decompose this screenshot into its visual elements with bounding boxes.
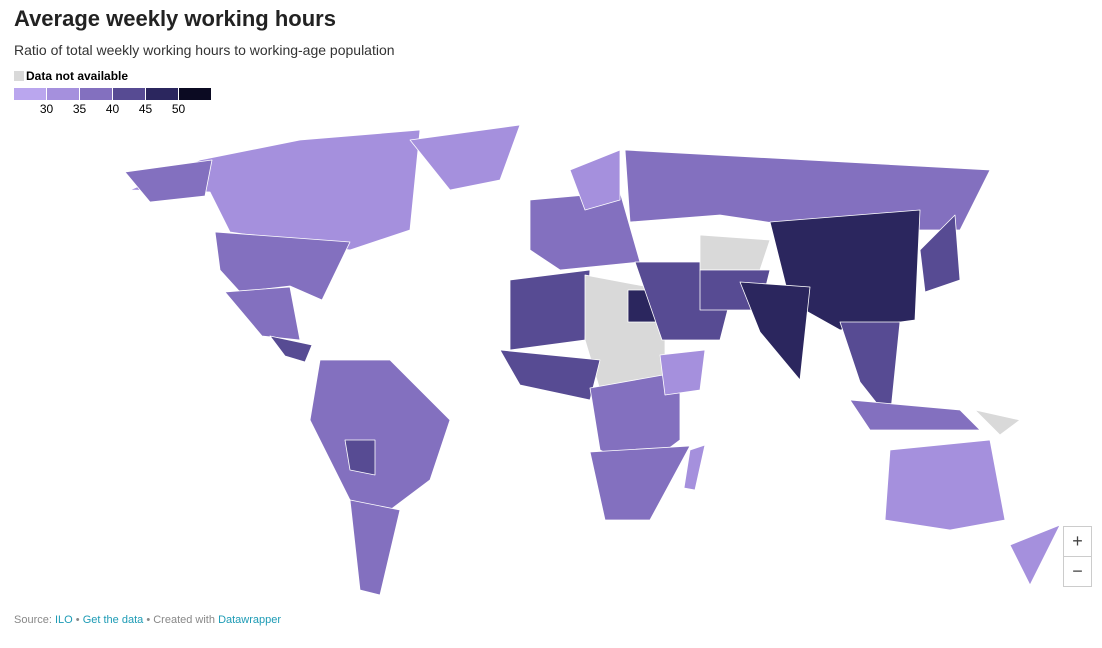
legend-tick-label: 40 — [106, 102, 120, 116]
country — [214, 231, 351, 301]
zoom-out[interactable]: − — [1063, 556, 1092, 587]
legend-swatch — [14, 88, 46, 100]
tool-link[interactable]: Datawrapper — [218, 614, 282, 626]
subtitle: Ratio of total weekly working hours to w… — [14, 42, 395, 58]
country — [739, 281, 811, 381]
country — [124, 159, 213, 203]
country — [884, 439, 1006, 531]
legend-swatch — [146, 88, 178, 100]
country — [589, 445, 691, 521]
separator: • — [146, 614, 151, 626]
legend-swatch — [80, 88, 112, 100]
country — [509, 269, 591, 351]
country — [344, 439, 376, 476]
footer: Source: ILO • Get the data • Created wit… — [14, 614, 281, 626]
country — [569, 149, 621, 211]
country — [974, 409, 1021, 436]
legend-tick-label: 35 — [73, 102, 87, 116]
country — [129, 129, 421, 251]
country — [269, 335, 313, 363]
na-label: Data not available — [26, 69, 128, 83]
legend-tick-label: 50 — [172, 102, 186, 116]
country — [349, 499, 401, 596]
source-link[interactable]: ILO — [54, 614, 73, 626]
country — [499, 349, 601, 401]
source-label: Source: — [14, 614, 52, 626]
country — [1009, 524, 1061, 586]
legend-tick-label: 45 — [139, 102, 153, 116]
country — [224, 286, 301, 341]
legend-swatch — [47, 88, 79, 100]
country — [409, 124, 521, 191]
country — [919, 214, 961, 293]
legend-tick-label: 30 — [40, 102, 54, 116]
separator: • — [75, 614, 80, 626]
zoom-in[interactable]: + — [1063, 526, 1092, 557]
legend-swatch — [113, 88, 145, 100]
legend-swatch — [179, 88, 211, 100]
country — [699, 234, 771, 271]
country — [683, 444, 706, 491]
country — [624, 149, 991, 231]
country — [309, 359, 451, 511]
country — [659, 349, 706, 396]
country — [849, 399, 981, 431]
title: Average weekly working hours — [14, 6, 336, 31]
na-swatch — [14, 71, 24, 81]
get-data-link[interactable]: Get the data — [82, 614, 144, 626]
created-label: Created with — [153, 614, 215, 626]
